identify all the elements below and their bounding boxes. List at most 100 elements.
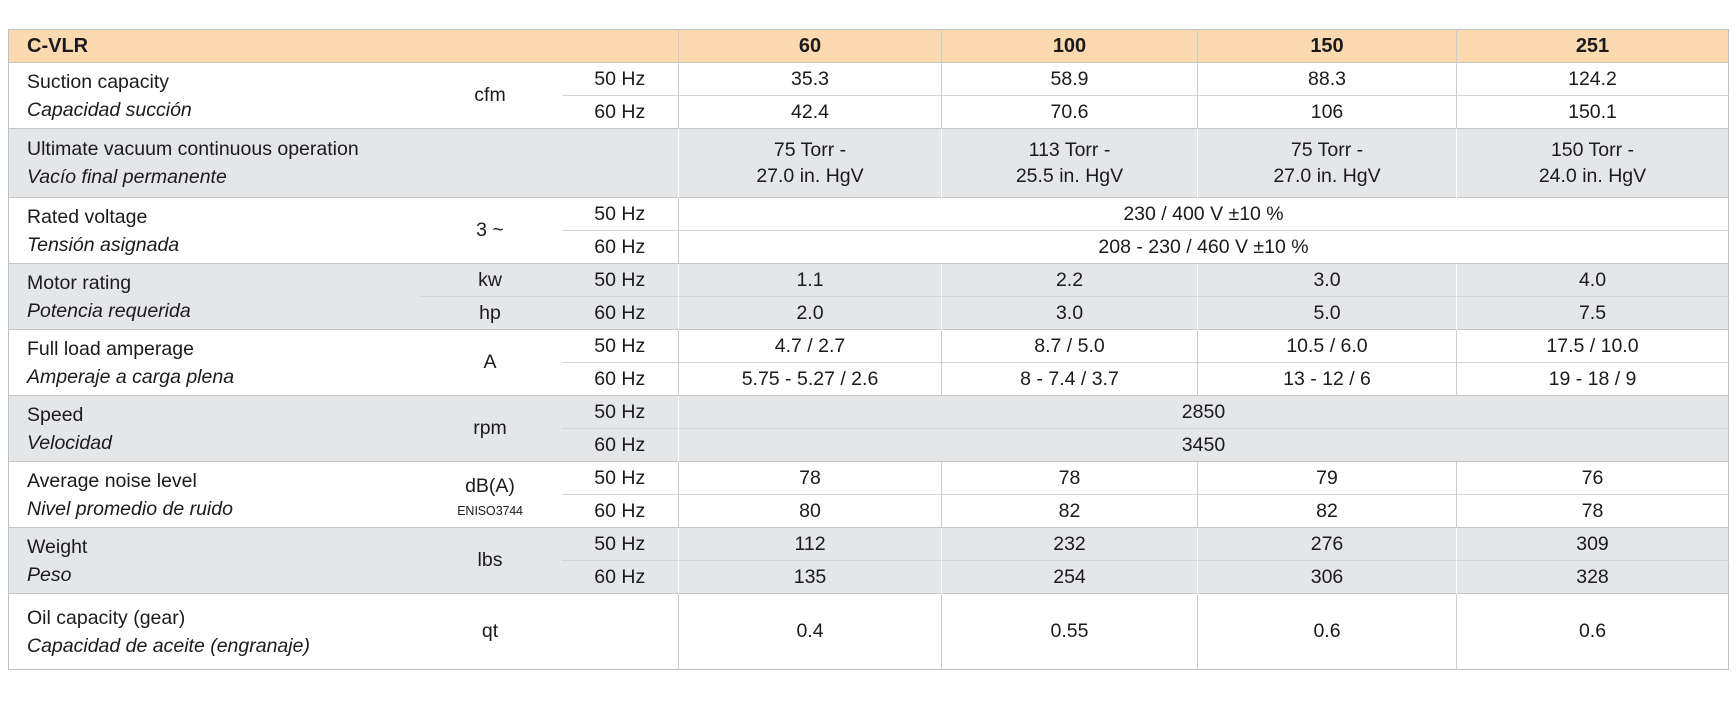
value-cell: 19 - 18 / 9 bbox=[1456, 362, 1729, 396]
freq-cell: 50 Hz bbox=[561, 395, 679, 429]
row-label-es: Tensión asignada bbox=[27, 233, 180, 256]
freq-cell: 60 Hz bbox=[561, 296, 679, 330]
value-cell: 70.6 bbox=[941, 95, 1198, 129]
row-label-en: Average noise level bbox=[27, 469, 197, 492]
freq-cell: 60 Hz bbox=[561, 230, 679, 264]
freq-cell: 50 Hz bbox=[561, 461, 679, 495]
value-cell-span: 230 / 400 V ±10 % bbox=[678, 197, 1729, 231]
column-header-150: 150 bbox=[1197, 29, 1457, 63]
value-cell: 75 Torr - 27.0 in. HgV bbox=[678, 128, 942, 198]
value-cell: 306 bbox=[1197, 560, 1457, 594]
value-cell: 78 bbox=[678, 461, 942, 495]
value-line1: 150 Torr - bbox=[1550, 139, 1635, 161]
freq-cell: 50 Hz bbox=[561, 197, 679, 231]
unit-cell: A bbox=[418, 329, 562, 396]
value-cell: 35.3 bbox=[678, 62, 942, 96]
row-label-en: Motor rating bbox=[27, 271, 132, 294]
row-speed-60hz: 60 Hz 3450 bbox=[9, 428, 1729, 462]
value-cell: 309 bbox=[1456, 527, 1729, 561]
column-header-251: 251 bbox=[1456, 29, 1729, 63]
row-ultimate-vacuum: Ultimate vacuum continuous operation Vac… bbox=[8, 128, 1729, 198]
row-noise-50hz: Average noise level Nivel promedio de ru… bbox=[8, 461, 1729, 528]
value-cell: 13 - 12 / 6 bbox=[1197, 362, 1457, 396]
value-cell: 2.2 bbox=[941, 263, 1198, 297]
row-label-en: Speed bbox=[27, 403, 84, 426]
value-cell: 112 bbox=[678, 527, 942, 561]
value-line1: 75 Torr - bbox=[773, 139, 847, 161]
row-label-es: Potencia requerida bbox=[27, 299, 191, 322]
value-cell: 135 bbox=[678, 560, 942, 594]
value-cell: 124.2 bbox=[1456, 62, 1729, 96]
row-label: Ultimate vacuum continuous operation Vac… bbox=[8, 128, 679, 198]
row-motor-50hz: Motor rating Potencia requerida kw 50 Hz… bbox=[8, 263, 1729, 330]
row-label-es: Vacío final permanente bbox=[27, 166, 227, 188]
row-label-es: Capacidad de aceite (engranaje) bbox=[27, 634, 310, 657]
value-cell: 75 Torr - 27.0 in. HgV bbox=[1197, 128, 1457, 198]
value-cell: 8 - 7.4 / 3.7 bbox=[941, 362, 1198, 396]
row-label: Full load amperage Amperaje a carga plen… bbox=[8, 329, 419, 396]
freq-cell: 60 Hz bbox=[561, 428, 679, 462]
value-cell: 5.75 - 5.27 / 2.6 bbox=[678, 362, 942, 396]
value-cell: 88.3 bbox=[1197, 62, 1457, 96]
value-line2: 25.5 in. HgV bbox=[1015, 165, 1124, 187]
value-cell: 276 bbox=[1197, 527, 1457, 561]
value-cell: 82 bbox=[1197, 494, 1457, 528]
freq-cell-empty bbox=[561, 593, 679, 670]
freq-cell: 50 Hz bbox=[561, 527, 679, 561]
row-label-es: Capacidad succión bbox=[27, 98, 192, 121]
value-cell-span: 3450 bbox=[678, 428, 1729, 462]
value-cell: 232 bbox=[941, 527, 1198, 561]
row-label-en: Ultimate vacuum continuous operation bbox=[27, 138, 359, 160]
row-motor-60hz: hp 60 Hz 2.0 3.0 5.0 7.5 bbox=[9, 296, 1729, 330]
unit-cell: 3 ~ bbox=[418, 197, 562, 264]
row-label: Average noise level Nivel promedio de ru… bbox=[8, 461, 419, 528]
value-cell: 0.55 bbox=[941, 593, 1198, 670]
row-speed-50hz: Speed Velocidad rpm 50 Hz 2850 bbox=[8, 395, 1729, 462]
value-cell: 82 bbox=[941, 494, 1198, 528]
value-cell: 10.5 / 6.0 bbox=[1197, 329, 1457, 363]
model-name: C-VLR bbox=[8, 29, 679, 63]
row-weight-60hz: 60 Hz 135 254 306 328 bbox=[9, 560, 1729, 594]
row-amperage-60hz: 60 Hz 5.75 - 5.27 / 2.6 8 - 7.4 / 3.7 13… bbox=[9, 362, 1729, 396]
row-suction-60hz: 60 Hz 42.4 70.6 106 150.1 bbox=[9, 95, 1729, 129]
freq-cell: 60 Hz bbox=[561, 560, 679, 594]
freq-cell: 60 Hz bbox=[561, 95, 679, 129]
value-cell: 42.4 bbox=[678, 95, 942, 129]
row-label: Weight Peso bbox=[8, 527, 419, 594]
value-cell: 78 bbox=[941, 461, 1198, 495]
row-weight-50hz: Weight Peso lbs 50 Hz 112 232 276 309 bbox=[8, 527, 1729, 594]
value-cell: 80 bbox=[678, 494, 942, 528]
value-cell: 0.6 bbox=[1197, 593, 1457, 670]
row-label-es: Velocidad bbox=[27, 431, 112, 454]
row-label: Speed Velocidad bbox=[8, 395, 419, 462]
value-cell: 150 Torr - 24.0 in. HgV bbox=[1456, 128, 1729, 198]
row-voltage-60hz: 60 Hz 208 - 230 / 460 V ±10 % bbox=[9, 230, 1729, 264]
value-cell: 150.1 bbox=[1456, 95, 1729, 129]
value-cell: 3.0 bbox=[941, 296, 1198, 330]
value-cell: 254 bbox=[941, 560, 1198, 594]
value-cell: 79 bbox=[1197, 461, 1457, 495]
row-label-en: Rated voltage bbox=[27, 205, 148, 228]
row-label-es: Peso bbox=[27, 563, 72, 586]
value-cell: 328 bbox=[1456, 560, 1729, 594]
value-cell: 17.5 / 10.0 bbox=[1456, 329, 1729, 363]
row-label: Suction capacity Capacidad succión bbox=[8, 62, 419, 129]
value-cell: 106 bbox=[1197, 95, 1457, 129]
unit-cell-kw: kw bbox=[418, 263, 562, 297]
unit-cell: dB(A) EN ISO 3744 bbox=[418, 461, 562, 528]
row-label: Rated voltage Tensión asignada bbox=[8, 197, 419, 264]
value-cell: 76 bbox=[1456, 461, 1729, 495]
row-label-en: Oil capacity (gear) bbox=[27, 606, 186, 629]
unit-cell-hp: hp bbox=[418, 296, 562, 330]
row-label-en: Weight bbox=[27, 535, 88, 558]
value-cell: 4.0 bbox=[1456, 263, 1729, 297]
value-cell-span: 208 - 230 / 460 V ±10 % bbox=[678, 230, 1729, 264]
spec-table: C-VLR 60 100 150 251 Suction capacity Ca… bbox=[8, 29, 1729, 670]
value-cell: 2.0 bbox=[678, 296, 942, 330]
column-header-60: 60 bbox=[678, 29, 942, 63]
value-cell: 1.1 bbox=[678, 263, 942, 297]
unit-cell: cfm bbox=[418, 62, 562, 129]
value-line2: 24.0 in. HgV bbox=[1538, 165, 1647, 187]
column-header-100: 100 bbox=[941, 29, 1198, 63]
value-line1: 75 Torr - bbox=[1290, 139, 1364, 161]
